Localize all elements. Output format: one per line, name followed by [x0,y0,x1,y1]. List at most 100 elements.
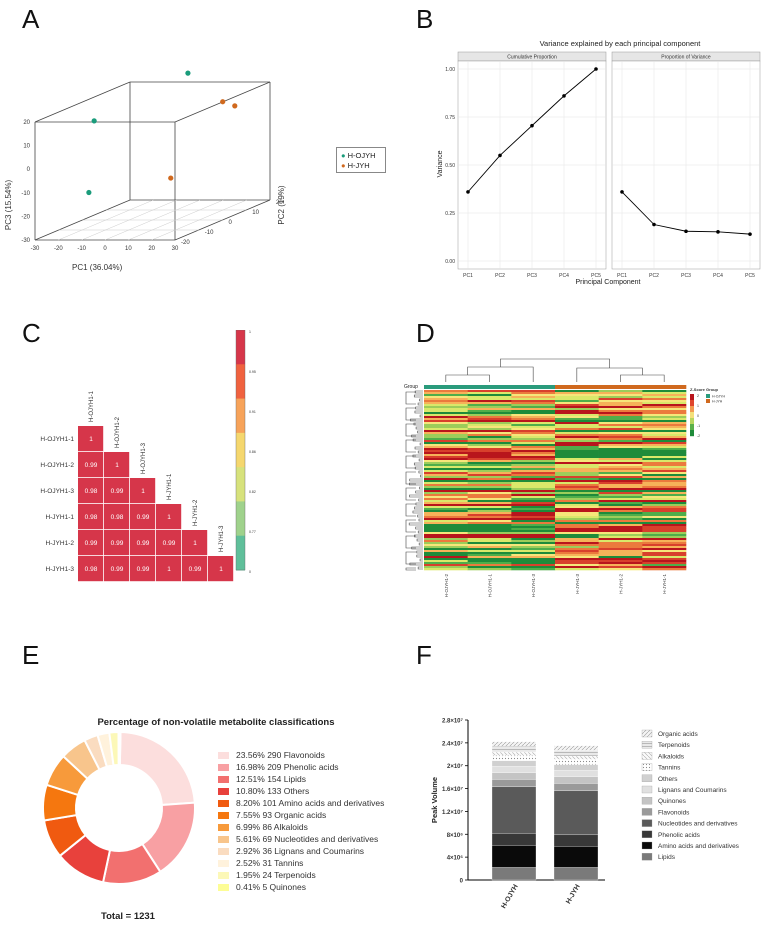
bar-y-tick: 1.6×10⁷ [442,787,464,793]
heatmap-cell [642,474,687,477]
pca-ylabel: PC2 (19%) [277,185,286,224]
heatmap-cell [598,498,643,501]
heatmap-cell [467,508,512,511]
panel-letter-d: D [416,318,435,348]
heatmap-cell [424,568,468,571]
heatmap-cell [424,414,468,417]
dendro-row-branch [418,470,423,474]
heatmap-cell [642,404,687,407]
heatmap-cell [642,466,687,469]
heatmap-cell [642,468,687,471]
heatmap-cell [642,438,687,441]
heatmap-cell [555,438,599,441]
heatmap-cell [467,506,512,509]
facet-strip-label: Cumulative Proportion [507,55,557,61]
correlation-scale: 1 0.95 0.91 0.86 0.82 0.77 0 [235,330,256,574]
heatmap-cell [424,456,468,459]
heatmap-cell [424,428,468,431]
heatmap-cell [467,494,512,497]
heatmap-cell [424,552,468,555]
heatmap-cell [467,398,512,401]
heatmap-cell [511,546,556,549]
heatmap-cell [642,502,687,505]
heatmap-cell [424,476,468,479]
heatmap-cell [424,466,468,469]
heatmap-cell [467,400,512,403]
heatmap-cell [598,542,643,545]
heatmap-cell [424,518,468,521]
dendro-row-branch [405,535,416,549]
zscore-legend-band [690,400,694,407]
heatmap-cell [424,514,468,517]
bar-ylabel: Peak Volume [430,777,439,823]
pca-point-H-JYH [168,175,174,181]
heatmap-cell [642,554,687,557]
heatmap-cell [555,454,599,457]
panel-letter-b: B [416,4,434,34]
heatmap-cell [642,406,687,409]
heatmap-cell [598,400,643,403]
heatmap-cell [424,544,468,547]
donut-legend-swatch [218,884,229,891]
heatmap-cell [598,440,643,443]
heatmap-cell [555,424,599,427]
heatmap-col-label: H-JYH1-1 [662,574,667,594]
corr-cell [78,478,104,504]
corr-cell-value: 0.99 [137,514,150,521]
heatmap-cell [642,414,687,417]
heatmap-cell [424,494,468,497]
dendrogram [405,358,665,571]
heatmap-cell [511,438,556,441]
heatmap-cell [511,440,556,443]
heatmap-cell [642,410,687,413]
heatmap-cell [598,550,643,553]
heatmap-cell [555,432,599,435]
heatmap-cell [467,464,512,467]
bar-legend-label: Others [658,776,678,783]
corr-cell-value: 0.99 [111,488,124,495]
variance-x-tick: PC4 [713,273,723,279]
heatmap-cell [467,422,512,425]
heatmap-cell [555,516,599,519]
bar-segment [553,759,599,765]
bar-segment [491,779,537,788]
dendro-row-branch [417,430,423,434]
corr-scale-band [236,398,245,434]
heatmap-cell [642,494,687,497]
heatmap-cell [511,474,556,477]
heatmap-cell [598,536,643,539]
donut-slice [117,731,122,767]
heatmap-cell [555,410,599,413]
heatmap-cell [511,470,556,473]
bar-y-tick: 8×10⁶ [447,833,464,839]
heatmap-cell [467,474,512,477]
corr-col-label: H-OJYH1-2 [115,416,121,448]
donut-title: Percentage of non-volatile metabolite cl… [97,717,334,728]
heatmap-cell [511,562,556,565]
dendro-row-branch [405,487,416,501]
heatmap-cell [555,448,599,451]
heatmap-cell [467,516,512,519]
heatmap-cell [598,510,643,513]
heatmap-cell [511,522,556,525]
heatmap-cell [511,432,556,435]
corr-cell-value: 1 [167,566,171,573]
corr-cell [130,478,156,504]
heatmap-cell [642,536,687,539]
heatmap-cell [555,552,599,555]
heatmap-cell [511,532,556,535]
heatmap-cell [598,500,643,503]
zscore-legend-tick: 2 [697,394,699,398]
heatmap-cell [424,436,468,439]
zscore-legend-tick: -1 [697,424,700,428]
corr-scale-tick: 0.95 [249,370,256,374]
heatmap-cell [511,536,556,539]
heatmap-cell [424,390,468,393]
bar-segment [491,832,537,846]
corr-cell-value: 1 [219,566,223,573]
heatmap-cell [598,448,643,451]
dendro-row-branch [414,410,423,414]
heatmap-cell [467,552,512,555]
dendro-row-branch [415,490,423,494]
pca-x-tick: -10 [77,246,86,252]
